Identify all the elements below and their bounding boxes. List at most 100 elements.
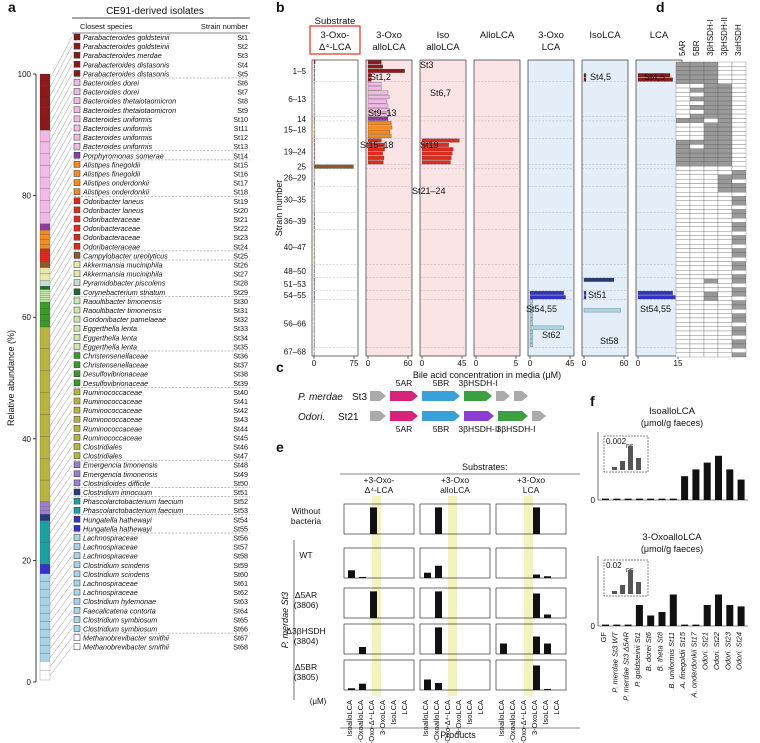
gene-presence-cell (731, 74, 747, 80)
product-bar (348, 570, 355, 578)
isolate-swatch (73, 434, 81, 441)
gene-presence-cell (703, 300, 719, 306)
gene-presence-cell (675, 339, 691, 345)
isolate-swatch (73, 334, 81, 341)
strain-row-label: Without (292, 506, 321, 516)
isolate-swatch (73, 70, 81, 77)
isolate-strain: St1 (237, 33, 248, 42)
isolate-strain: St43 (233, 415, 248, 424)
gene-presence-cell (703, 291, 719, 297)
gene-column-header: 3βHSDH-I (706, 19, 715, 56)
strain-bar (583, 77, 587, 82)
x-tick-label: 0 (312, 359, 317, 368)
abundance-segment (39, 621, 51, 630)
strain-bar (529, 321, 533, 326)
gene-presence-cell (675, 265, 691, 271)
y-tick-label: 0 (27, 678, 32, 687)
gene-presence-cell (689, 70, 705, 76)
strain-bar (313, 164, 354, 169)
isolate-strain: St16 (233, 170, 248, 179)
isolate-strain: St47 (233, 452, 248, 461)
gene-presence-cell (675, 352, 691, 358)
gene-presence-cell (689, 231, 705, 236)
strain-bar (367, 112, 391, 117)
strain-annotation: St3 (420, 60, 434, 70)
gene-presence-cell (689, 287, 705, 293)
faecal-bar (658, 612, 666, 626)
gene-presence-cell (717, 170, 733, 175)
gene-presence-cell (717, 226, 733, 232)
gene-presence-cell (717, 109, 733, 115)
product-bar (533, 507, 540, 534)
strain-row-label: 36–39 (284, 217, 307, 226)
faecal-bar (602, 624, 609, 626)
gene-presence-cell (703, 265, 719, 271)
faecal-bar (692, 624, 700, 626)
gene-presence-cell (717, 187, 733, 193)
gene-presence-cell (731, 205, 747, 210)
product-label: IsoalloLCA (345, 700, 354, 736)
gene-presence-cell (689, 118, 705, 123)
isolate-strain: St46 (233, 443, 248, 452)
gene-presence-cell (689, 100, 705, 106)
gene-presence-cell (689, 339, 705, 345)
gene-presence-cell (689, 313, 705, 319)
gene-arrow (390, 391, 418, 401)
strain-bar (313, 221, 315, 226)
faecal-bar (737, 479, 745, 500)
strain-bar (529, 295, 566, 300)
gene-presence-cell (731, 66, 747, 71)
isolate-swatch (73, 579, 81, 587)
gene-presence-cell (675, 235, 691, 241)
gene-presence-cell (731, 191, 747, 197)
faecal-bar (613, 624, 621, 626)
product-label: 3-OxoalloLCA (432, 700, 441, 743)
isolate-swatch (73, 88, 81, 95)
strain-bar (313, 256, 315, 260)
panel-a-header: CE91-derived isolates (106, 6, 204, 17)
strain-bar (313, 68, 315, 73)
gene-presence-cell (675, 87, 691, 93)
gene-presence-cell (731, 79, 747, 84)
gene-presence-cell (689, 274, 705, 280)
gene-column-header: 5BR (692, 40, 701, 56)
y-axis-label: Relative abundance (%) (6, 330, 16, 426)
gene-presence-cell (703, 339, 719, 345)
gene-presence-cell (731, 200, 747, 206)
gene-presence-cell (717, 304, 733, 310)
strain-bar (421, 138, 460, 143)
product-label: LCA (400, 700, 409, 715)
gene-presence-cell (717, 122, 733, 128)
strain-x-label: B. theta St8 (656, 631, 665, 671)
gene-arrow (390, 411, 418, 421)
product-bar (359, 576, 366, 578)
isolate-swatch (73, 379, 81, 387)
strain-bar (313, 195, 315, 200)
gene-presence-cell (717, 309, 733, 314)
gene-presence-cell (689, 304, 705, 310)
product-bar (359, 683, 366, 690)
gene-presence-cell (703, 335, 719, 340)
abundance-segment (39, 320, 51, 328)
faecal-bar (613, 498, 621, 500)
gene-presence-cell (717, 352, 733, 358)
abundance-segment (39, 273, 51, 281)
gene-presence-cell (703, 222, 719, 228)
strain-bar (367, 121, 392, 126)
gene-presence-cell (731, 283, 747, 288)
gene-presence-cell (731, 296, 747, 301)
strain-bar (583, 290, 587, 295)
abundance-segment (39, 297, 51, 301)
inset-max-label: 0.02 (606, 561, 622, 570)
strain-row-label: Δ5BR (295, 662, 317, 672)
gene-presence-cell (703, 144, 719, 149)
strain-bar (313, 112, 315, 117)
column-title: AlloLCA (480, 30, 515, 41)
strain-row-label: (3805) (294, 672, 319, 682)
product-plot (495, 587, 567, 619)
substrate-label: alloLCA (440, 485, 470, 495)
chart-title: 3-OxoalloLCA (642, 532, 702, 543)
gene-presence-cell (689, 270, 705, 275)
product-bar (533, 665, 540, 690)
abundance-segment (39, 514, 51, 521)
